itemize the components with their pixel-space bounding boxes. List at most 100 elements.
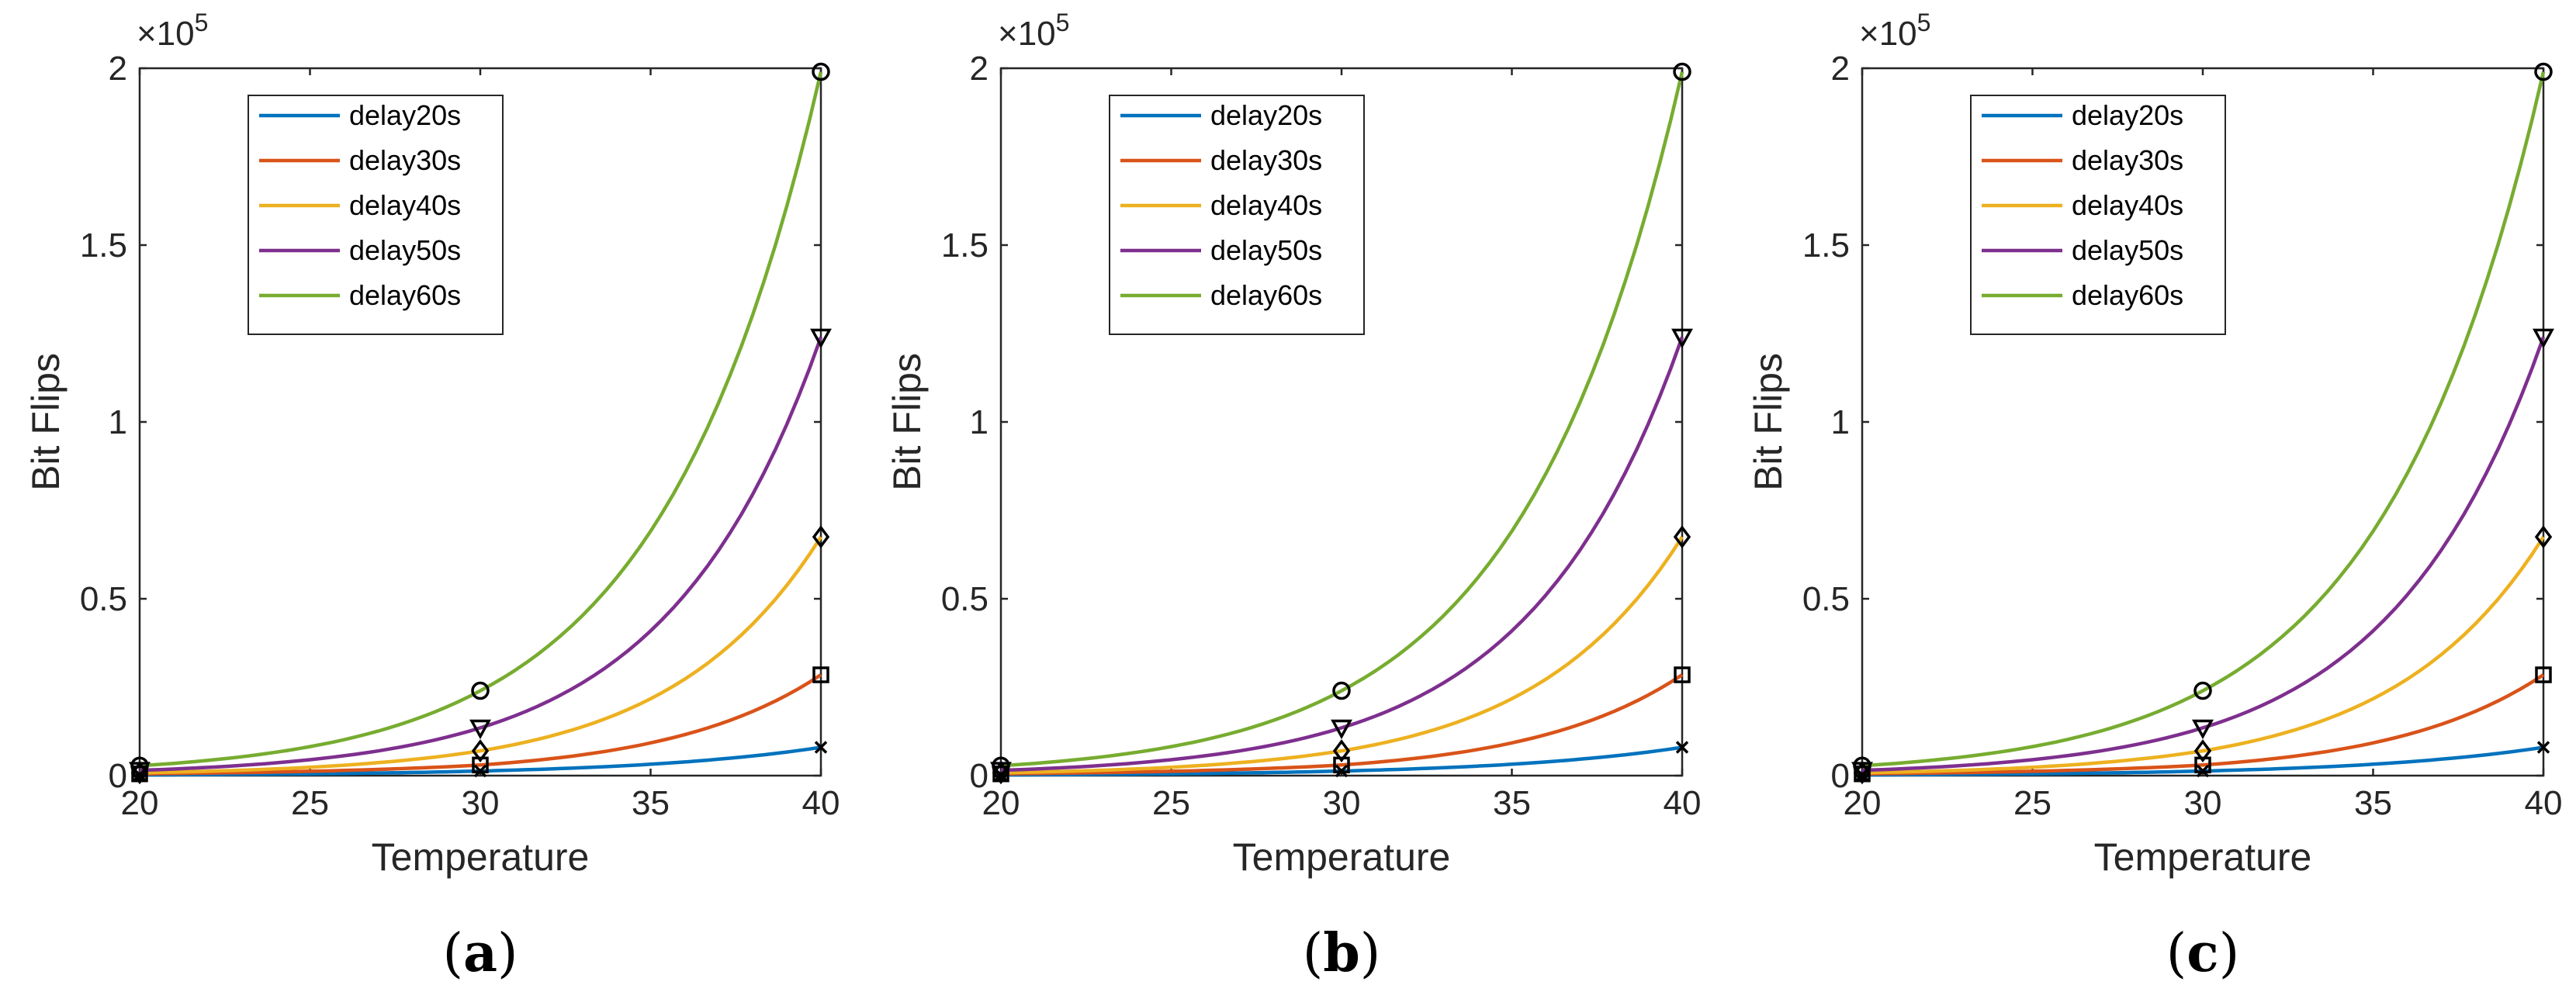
- legend-label-delay60s: delay60s: [1210, 279, 1322, 311]
- y-exponent-label: ×105: [1859, 9, 1930, 53]
- marker-delay60s: [1332, 681, 1351, 700]
- marker-delay50s: [1331, 719, 1352, 740]
- x-tick-label: 40: [2525, 784, 2563, 822]
- marker-delay60s: [2193, 681, 2212, 700]
- y-axis-label: Bit Flips: [24, 353, 68, 491]
- legend-box: [1970, 95, 2226, 335]
- x-tick-label: 25: [1152, 784, 1190, 822]
- legend-label-delay40s: delay40s: [2072, 189, 2183, 221]
- x-axis-label: Temperature: [372, 835, 590, 879]
- x-tick-label: 40: [802, 784, 840, 822]
- legend: delay20s delay30s delay40s delay50s delay60s: [1970, 95, 2226, 335]
- chart-panel-b: 20 25 30 35 40 0 0.5 1 1.5 2×105 Temperature Bit Fl…: [885, 9, 1701, 984]
- x-tick-label: 30: [1323, 784, 1361, 822]
- series-line-delay30s: [139, 673, 822, 776]
- x-tick-label: 20: [982, 784, 1020, 822]
- legend-label-delay60s: delay60s: [349, 279, 461, 311]
- y-tick-label: 1: [970, 403, 989, 441]
- marker-delay60s: [130, 756, 149, 775]
- marker-delay50s: [2192, 719, 2214, 740]
- legend: delay20s delay30s delay40s delay50s delay60s: [1109, 95, 1365, 335]
- y-tick-label: 1: [109, 403, 127, 441]
- y-tick-label: 0.5: [941, 580, 989, 618]
- legend-label-delay40s: delay40s: [1210, 189, 1322, 221]
- marker-delay40s: [2534, 525, 2553, 549]
- x-tick-label: 40: [1664, 784, 1702, 822]
- y-tick-label: 0.5: [1802, 580, 1850, 618]
- panel-caption: (b): [1303, 922, 1381, 984]
- legend-label-delay20s: delay20s: [349, 99, 461, 131]
- marker-delay40s: [2193, 739, 2212, 762]
- y-exponent-base: ×10: [1859, 15, 1917, 53]
- legend-label-delay20s: delay20s: [2072, 99, 2183, 131]
- legend-label-delay60s: delay60s: [2072, 279, 2183, 311]
- legend-label-delay50s: delay50s: [1210, 234, 1322, 266]
- marker-delay20s: [2536, 741, 2550, 754]
- caption-close: ): [2219, 923, 2240, 984]
- y-exponent-label: ×105: [137, 9, 208, 53]
- marker-delay20s: [1675, 741, 1689, 754]
- marker-delay60s: [471, 681, 490, 700]
- x-tick-label: 30: [2184, 784, 2222, 822]
- y-exponent-power: 5: [1056, 9, 1070, 36]
- y-tick-label: 0.5: [80, 580, 127, 618]
- marker-delay60s: [1673, 62, 1691, 81]
- y-tick-label: 1: [1831, 403, 1850, 441]
- legend-label-delay40s: delay40s: [349, 189, 461, 221]
- legend-label-delay30s: delay30s: [2072, 144, 2183, 176]
- y-tick-label: 2: [970, 50, 989, 88]
- chart-panel-a: 20 25 30 35 40 0 0.5 1 1.5 2 ×105 Temperature Bit Fl…: [24, 9, 840, 984]
- x-tick-label: 35: [632, 784, 670, 822]
- marker-delay50s: [810, 328, 832, 349]
- caption-letter: b: [1323, 922, 1360, 984]
- y-tick-label: 0: [1831, 757, 1850, 795]
- series-line-delay60s: [1000, 71, 1684, 768]
- series-line-delay60s: [139, 71, 823, 768]
- y-exponent-label: ×105: [998, 9, 1069, 53]
- caption-open: (: [2166, 923, 2187, 984]
- caption-open: (: [1303, 923, 1324, 984]
- series-line-delay30s: [1861, 673, 2545, 776]
- y-tick-label: 2: [109, 50, 127, 88]
- y-tick-label: 0: [970, 757, 989, 795]
- series-line-delay40s: [1861, 535, 2545, 775]
- caption-close: ): [497, 923, 518, 984]
- caption-letter: a: [463, 922, 497, 984]
- x-tick-label: 20: [1844, 784, 1882, 822]
- marker-delay50s: [1671, 328, 1693, 349]
- marker-delay40s: [471, 739, 490, 762]
- marker-delay20s: [814, 741, 828, 754]
- x-tick-label: 25: [2013, 784, 2051, 822]
- series-line-delay40s: [1000, 535, 1684, 775]
- y-exponent-power: 5: [1917, 9, 1931, 36]
- x-tick-label: 20: [121, 784, 159, 822]
- y-tick-label: 1.5: [80, 226, 127, 264]
- series-line-delay50s: [139, 336, 823, 773]
- caption-close: ): [1360, 923, 1381, 984]
- y-tick-label: 1.5: [1802, 226, 1850, 264]
- series-line-delay50s: [1000, 336, 1684, 773]
- marker-delay50s: [469, 719, 491, 740]
- marker-delay50s: [2533, 328, 2554, 349]
- x-tick-label: 35: [1493, 784, 1531, 822]
- marker-delay30s: [812, 666, 829, 683]
- y-exponent-base: ×10: [998, 15, 1056, 53]
- marker-delay30s: [2535, 666, 2552, 683]
- x-axis-label: Temperature: [2094, 835, 2312, 879]
- marker-delay40s: [812, 525, 830, 549]
- panel-caption: (c): [2166, 922, 2239, 984]
- x-axis-label: Temperature: [1233, 835, 1451, 879]
- x-tick-label: 25: [291, 784, 329, 822]
- y-tick-label: 2: [1831, 50, 1850, 88]
- legend: delay20s delay30s delay40s delay50s delay60s: [248, 95, 504, 335]
- y-exponent-base: ×10: [137, 15, 195, 53]
- marker-delay40s: [1673, 525, 1691, 549]
- legend-label-delay30s: delay30s: [349, 144, 461, 176]
- marker-delay60s: [812, 62, 830, 81]
- series-line-delay40s: [139, 535, 822, 775]
- marker-delay60s: [1853, 756, 1871, 775]
- marker-delay40s: [1332, 739, 1351, 762]
- marker-delay60s: [2534, 62, 2553, 81]
- series-line-delay30s: [1000, 673, 1684, 776]
- marker-delay60s: [992, 756, 1010, 775]
